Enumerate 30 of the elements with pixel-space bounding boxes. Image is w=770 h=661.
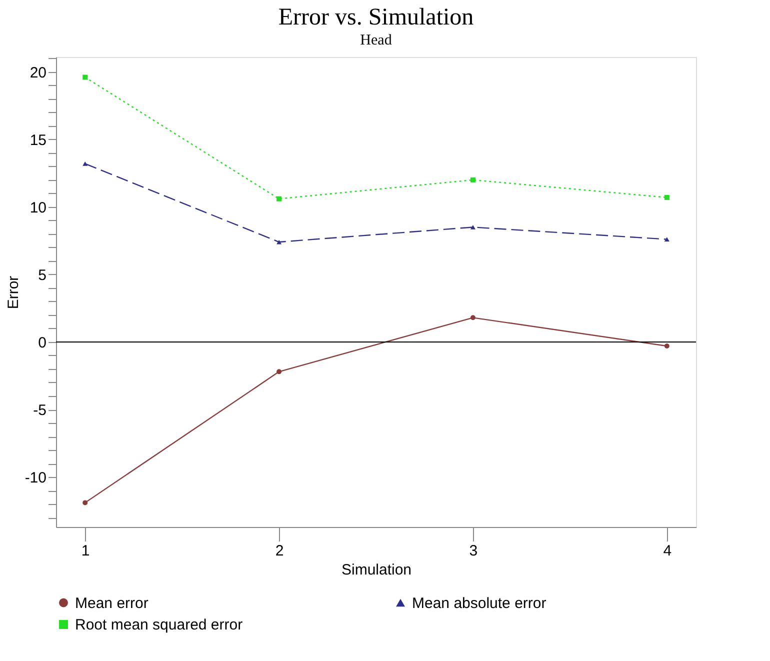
legend-label: Mean error [75, 594, 148, 612]
point [664, 344, 670, 349]
point [82, 162, 88, 166]
chart-subtitle: Head [360, 32, 392, 48]
y-axis-title: Error [4, 276, 22, 310]
point [276, 240, 282, 244]
legend-label: Mean absolute error [412, 594, 546, 612]
legend-label: Root mean squared error [75, 616, 243, 634]
x-tick-label: 2 [275, 542, 284, 560]
point [664, 194, 670, 200]
x-axis-title: Simulation [341, 562, 412, 578]
point [276, 196, 282, 202]
point [470, 315, 476, 320]
point [470, 225, 476, 230]
y-tick-label: 10 [30, 199, 46, 216]
x-tick-label: 4 [663, 542, 672, 560]
y-tick-label: 0 [38, 334, 46, 352]
y-tick-label: -10 [24, 470, 46, 487]
x-tick-label: 3 [469, 542, 478, 560]
y-tick-label: 20 [30, 64, 46, 82]
y-tick-label: 15 [30, 132, 46, 149]
point [82, 74, 88, 80]
point [664, 237, 670, 242]
point [82, 500, 88, 506]
point [276, 369, 282, 374]
point [470, 177, 476, 182]
y-tick-label: 5 [38, 266, 46, 284]
chart-title: Error vs. Simulation [278, 4, 474, 30]
x-tick-label: 1 [81, 542, 90, 560]
y-tick-label: -5 [33, 402, 46, 419]
